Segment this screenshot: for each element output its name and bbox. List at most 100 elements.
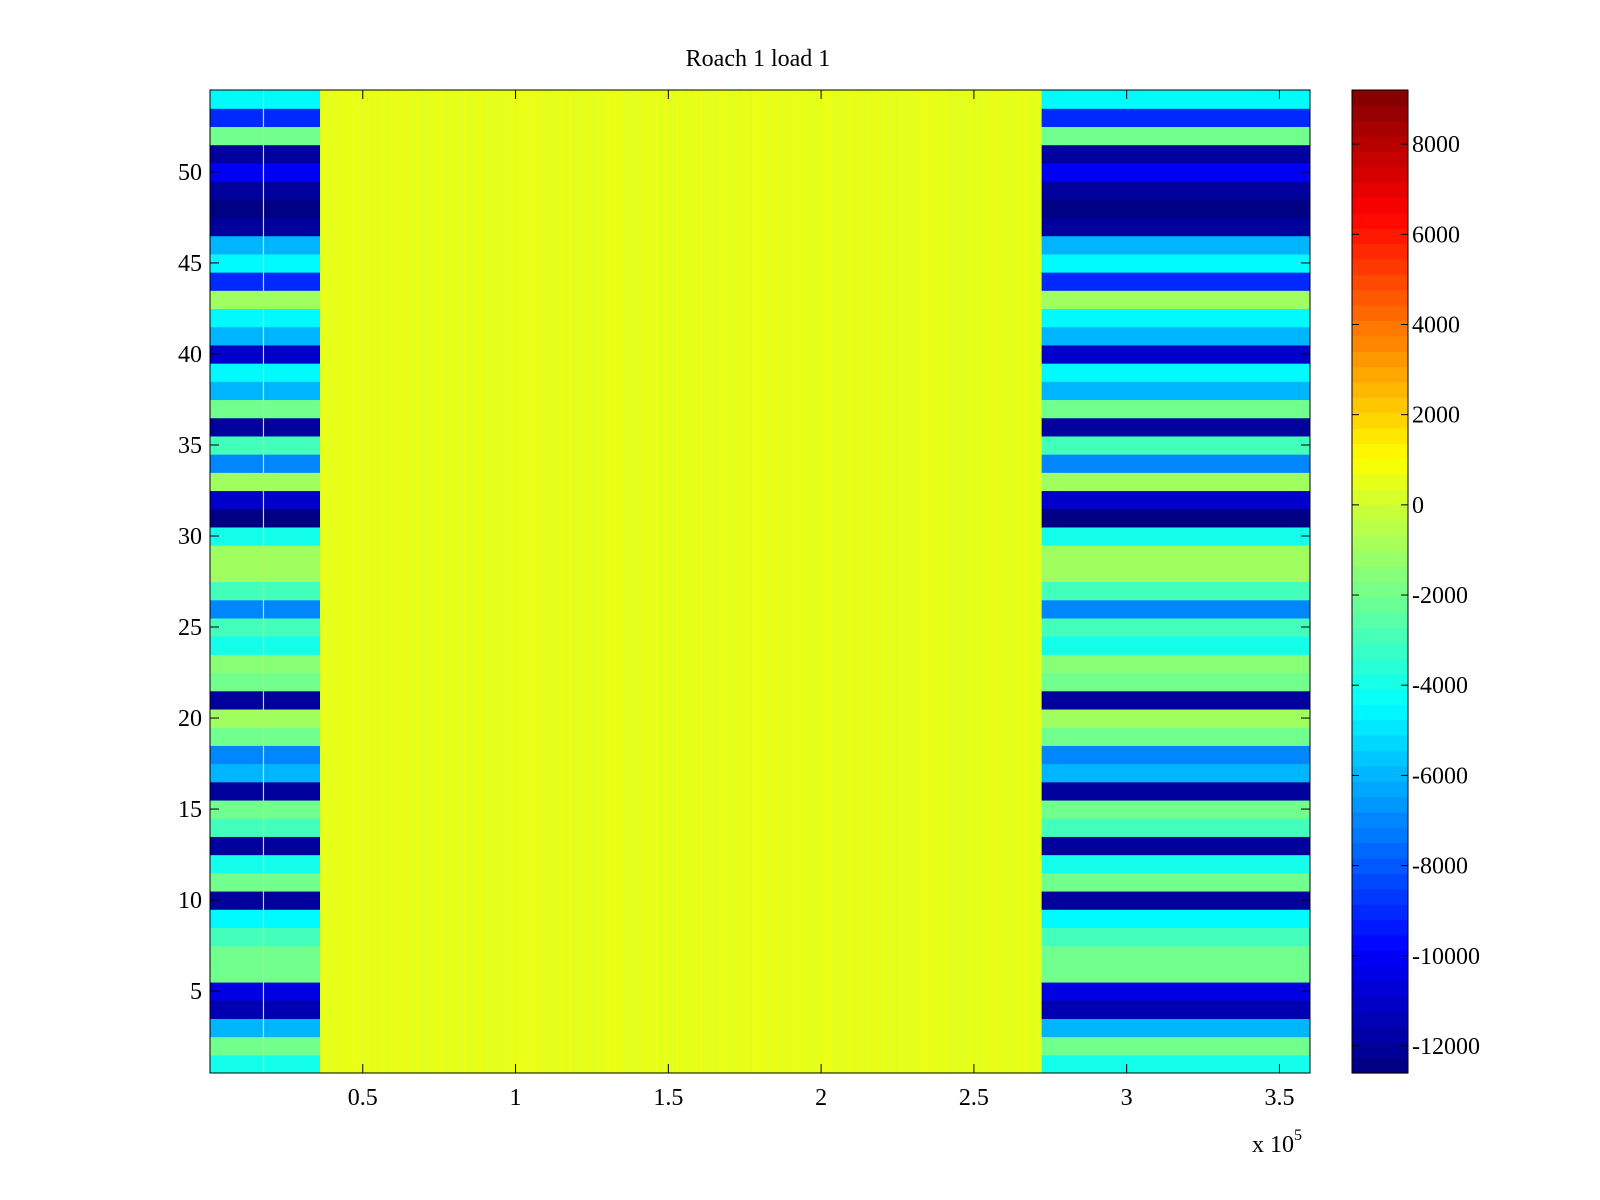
heatmap-texture-stripe bbox=[365, 90, 367, 1073]
heatmap-texture-stripe bbox=[323, 90, 325, 1073]
heatmap-band-cell bbox=[1041, 199, 1310, 219]
heatmap-band-cell bbox=[1041, 272, 1310, 291]
heatmap-texture-stripe bbox=[920, 90, 922, 1073]
colorbar-swatch bbox=[1352, 612, 1408, 629]
heatmap-band-cell bbox=[210, 508, 320, 528]
heatmap-band-cell bbox=[210, 563, 320, 583]
colorbar-swatch bbox=[1352, 443, 1408, 460]
heatmap-texture-stripe bbox=[899, 90, 901, 1073]
x-tick-label: 2 bbox=[815, 1085, 827, 1111]
heatmap-band-cell bbox=[1041, 927, 1310, 947]
colorbar-swatch bbox=[1352, 796, 1408, 813]
heatmap-texture-stripe bbox=[356, 90, 358, 1073]
heatmap-texture-stripe bbox=[386, 90, 388, 1073]
heatmap-band-cell bbox=[1041, 636, 1310, 655]
heatmap-band-cell bbox=[210, 162, 320, 182]
colorbar-swatch bbox=[1352, 397, 1408, 414]
heatmap-texture-stripe bbox=[857, 90, 859, 1073]
heatmap-texture-stripe bbox=[896, 90, 898, 1073]
heatmap-texture-stripe bbox=[524, 90, 526, 1073]
heatmap-texture-stripe bbox=[515, 90, 517, 1073]
y-axis: 5 10 15 20 25 30 35 40 45 50 bbox=[178, 160, 1310, 1005]
heatmap-texture-stripe bbox=[947, 90, 949, 1073]
heatmap-texture-stripe bbox=[935, 90, 937, 1073]
heatmap-band-cell bbox=[210, 108, 320, 128]
heatmap-texture-stripe bbox=[725, 90, 727, 1073]
heatmap-band-cell bbox=[210, 781, 320, 801]
heatmap-band-cell bbox=[210, 690, 320, 710]
heatmap-texture-stripe bbox=[1019, 90, 1021, 1073]
colorbar-swatch bbox=[1352, 305, 1408, 321]
heatmap-band-cell bbox=[1041, 144, 1310, 164]
heatmap-texture-stripe bbox=[542, 90, 544, 1073]
heatmap-band-cell bbox=[210, 472, 320, 492]
heatmap-texture-stripe bbox=[908, 90, 910, 1073]
heatmap-texture-stripe bbox=[806, 90, 808, 1073]
heatmap-band-cell bbox=[1041, 1018, 1310, 1038]
heatmap-texture-stripe bbox=[722, 90, 724, 1073]
heatmap-band-cell bbox=[1041, 672, 1310, 692]
heatmap-texture-stripe bbox=[758, 90, 760, 1073]
heatmap-texture-stripe bbox=[527, 90, 529, 1073]
heatmap-texture-stripe bbox=[983, 90, 985, 1073]
heatmap-band-cell bbox=[1041, 126, 1310, 146]
heatmap-band-cell bbox=[210, 581, 320, 601]
colorbar-tick-label: 0 bbox=[1412, 493, 1424, 519]
heatmap-texture-stripe bbox=[473, 90, 475, 1073]
heatmap-texture-stripe bbox=[740, 90, 742, 1073]
heatmap-texture-stripe bbox=[1013, 90, 1015, 1073]
heatmap-band-cell bbox=[210, 1054, 320, 1073]
heatmap-band-cell bbox=[210, 836, 320, 856]
heatmap-texture-stripe bbox=[713, 90, 715, 1073]
heatmap-texture-stripe bbox=[749, 90, 751, 1073]
heatmap-texture-stripe bbox=[350, 90, 352, 1073]
heatmap-texture-stripe bbox=[566, 90, 568, 1073]
heatmap-texture-stripe bbox=[980, 90, 982, 1073]
heatmap-band-cell bbox=[1041, 781, 1310, 801]
heatmap-band-cell bbox=[210, 1000, 320, 1019]
colorbar-swatch bbox=[1352, 473, 1408, 490]
heatmap-texture-stripe bbox=[611, 90, 613, 1073]
heatmap-texture-stripe bbox=[665, 90, 667, 1073]
colorbar-swatch bbox=[1352, 550, 1408, 567]
colorbar-frame bbox=[1351, 89, 1409, 1074]
heatmap-texture-stripe bbox=[563, 90, 565, 1073]
colorbar-swatch bbox=[1352, 750, 1408, 767]
heatmap-texture-stripe bbox=[374, 90, 376, 1073]
heatmap-texture-stripe bbox=[650, 90, 652, 1073]
heatmap-texture-stripe bbox=[482, 90, 484, 1073]
colorbar-swatch bbox=[1352, 873, 1408, 890]
heatmap-texture-stripe bbox=[818, 90, 820, 1073]
heatmap-band-cell bbox=[210, 308, 320, 328]
heatmap-texture-stripe bbox=[662, 90, 664, 1073]
y-tick-label: 35 bbox=[178, 433, 202, 459]
heatmap-band-cell bbox=[210, 363, 320, 382]
heatmap-texture-stripe bbox=[863, 90, 865, 1073]
heatmap-texture-stripe bbox=[797, 90, 799, 1073]
heatmap-texture-stripe bbox=[851, 90, 853, 1073]
heatmap-texture-stripe bbox=[977, 90, 979, 1073]
heatmap-band-cell bbox=[1041, 108, 1310, 128]
colorbar-swatch bbox=[1352, 151, 1408, 168]
heatmap-texture-stripe bbox=[866, 90, 868, 1073]
x-tick-label: 2.5 bbox=[959, 1085, 989, 1111]
heatmap-band-cell bbox=[1041, 727, 1310, 746]
heatmap-texture-stripe bbox=[752, 90, 754, 1073]
heatmap-texture-stripe bbox=[422, 90, 424, 1073]
heatmap-texture-stripe bbox=[833, 90, 835, 1073]
heatmap-band-cell bbox=[210, 672, 320, 692]
heatmap-band-cell bbox=[210, 144, 320, 164]
heatmap-band-cell bbox=[1041, 162, 1310, 182]
heatmap-texture-stripe bbox=[767, 90, 769, 1073]
heatmap-texture-stripe bbox=[962, 90, 964, 1073]
heatmap-texture-stripe bbox=[824, 90, 826, 1073]
heatmap-texture-stripe bbox=[836, 90, 838, 1073]
heatmap-band-cell bbox=[1041, 1000, 1310, 1019]
heatmap-band-cell bbox=[210, 654, 320, 674]
heatmap-texture-stripe bbox=[338, 90, 340, 1073]
heatmap-band-cell bbox=[1041, 1036, 1310, 1056]
heatmap-texture-stripe bbox=[425, 90, 427, 1073]
heatmap-band-cell bbox=[1041, 890, 1310, 910]
x-exponent-label: x 105 bbox=[1252, 1127, 1302, 1158]
heatmap-texture-stripe bbox=[998, 90, 1000, 1073]
